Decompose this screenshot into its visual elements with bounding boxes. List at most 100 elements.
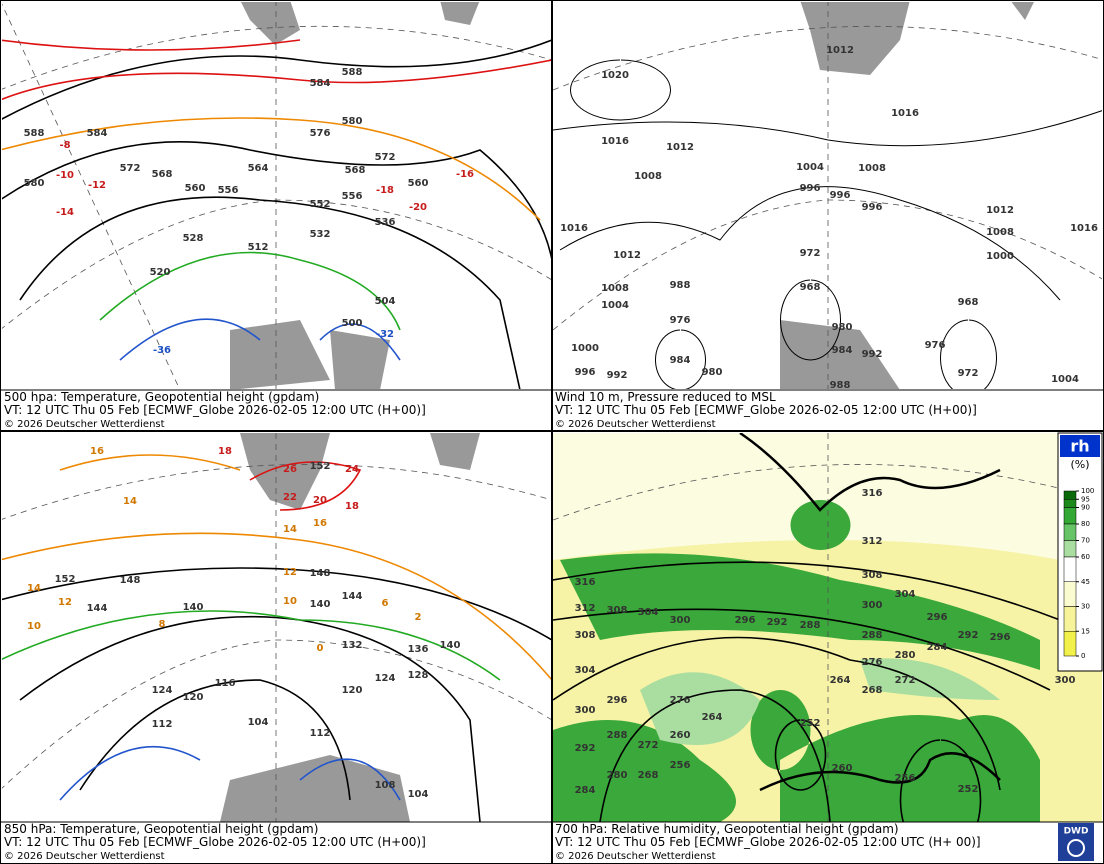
contour-label: 584 — [310, 78, 331, 89]
contour-label: 504 — [375, 296, 396, 307]
contour-label: 304 — [575, 665, 596, 676]
caption-line: 500 hpa: Temperature, Geopotential heigh… — [4, 390, 319, 404]
legend-title: rh — [1070, 437, 1089, 456]
contour-label: 1016 — [560, 223, 588, 234]
contour-label: 18 — [218, 446, 232, 457]
legend-title-box — [1060, 435, 1100, 457]
contour-label: 304 — [638, 607, 659, 618]
legend-swatch — [1063, 581, 1077, 607]
legend-swatch — [1063, 523, 1077, 541]
contour-label: 968 — [800, 282, 821, 293]
contour-label: 260 — [832, 763, 853, 774]
contour-label: 968 — [958, 297, 979, 308]
contour-label: 268 — [638, 770, 659, 781]
contour-label: 152 — [55, 574, 76, 585]
contour-label: 308 — [607, 605, 628, 616]
contour-label: 996 — [830, 190, 851, 201]
logo-text: DWD — [1064, 827, 1089, 837]
contour-label: 980 — [702, 367, 723, 378]
contour-label: 26 — [283, 464, 297, 475]
contour-label: 1008 — [986, 227, 1014, 238]
contour-label: 120 — [183, 692, 204, 703]
caption-line: VT: 12 UTC Thu 05 Feb [ECMWF_Globe 2026-… — [555, 835, 981, 849]
contour-label: 580 — [24, 178, 45, 189]
contour-label: 104 — [408, 789, 429, 800]
contour-label: 292 — [575, 743, 596, 754]
contour-label: 316 — [575, 577, 596, 588]
legend-label: 95 — [1081, 495, 1090, 503]
contour-label: 292 — [958, 630, 979, 641]
contour-label: 140 — [183, 602, 204, 613]
contour-label: 312 — [575, 603, 596, 614]
contour-label: 552 — [310, 199, 331, 210]
contour-label: 976 — [925, 340, 946, 351]
contour-label: 312 — [862, 536, 883, 547]
contour-label: 1004 — [601, 300, 629, 311]
contour-label: 1012 — [826, 45, 854, 56]
contour-label: 1016 — [1070, 223, 1098, 234]
contour-label: -20 — [409, 202, 427, 213]
contour-label: 560 — [185, 183, 206, 194]
legend-label: 100 — [1081, 487, 1094, 495]
contour-label: 308 — [575, 630, 596, 641]
contour-label: 148 — [310, 568, 331, 579]
map-msl — [553, 2, 1102, 389]
contour-label: 556 — [218, 185, 239, 196]
contour-label: 992 — [607, 370, 628, 381]
contour-label: 16 — [90, 446, 104, 457]
contour-label: 272 — [638, 740, 659, 751]
contour-label: -18 — [376, 185, 394, 196]
caption-line: VT: 12 UTC Thu 05 Feb [ECMWF_Globe 2026-… — [4, 835, 426, 849]
legend-swatch — [1063, 631, 1077, 657]
caption-line: © 2026 Deutscher Wetterdienst — [555, 851, 716, 862]
contour-label: 144 — [87, 603, 108, 614]
contour-label: 116 — [215, 678, 236, 689]
contour-label: 980 — [832, 322, 853, 333]
legend-label: 60 — [1081, 553, 1090, 561]
contour-label: 272 — [895, 675, 916, 686]
contour-label: 152 — [310, 461, 331, 472]
contour-label: 14 — [27, 583, 41, 594]
contour-label: -14 — [56, 207, 74, 218]
contour-label: 984 — [832, 345, 853, 356]
contour-label: 288 — [862, 630, 883, 641]
contour-label: -32 — [376, 329, 394, 340]
contour-label: 252 — [800, 718, 821, 729]
contour-label: 576 — [310, 128, 331, 139]
contour-label: 296 — [927, 612, 948, 623]
contour-label: 572 — [375, 152, 396, 163]
contour-label: 584 — [87, 128, 108, 139]
contour-label: 136 — [408, 644, 429, 655]
contour-label: 12 — [58, 597, 72, 608]
contour-label: 10 — [283, 596, 297, 607]
contour-label: 128 — [408, 670, 429, 681]
contour-label: 12 — [283, 567, 297, 578]
contour-label: 512 — [248, 242, 269, 253]
contour-label: 284 — [927, 642, 948, 653]
contour-label: 24 — [345, 464, 359, 475]
legend-label: 45 — [1081, 578, 1090, 586]
contour-label: 1008 — [601, 283, 629, 294]
caption-line: VT: 12 UTC Thu 05 Feb [ECMWF_Globe 2026-… — [555, 403, 977, 417]
contour-label: 1016 — [891, 108, 919, 119]
contour-label: 288 — [800, 620, 821, 631]
contour-label: 124 — [152, 685, 173, 696]
caption-line: © 2026 Deutscher Wetterdienst — [555, 419, 716, 430]
contour-label: 984 — [670, 355, 691, 366]
contour-label: 10 — [27, 621, 41, 632]
contour-label: 1004 — [796, 162, 824, 173]
contour-label: -16 — [456, 169, 474, 180]
legend-swatch — [1063, 606, 1077, 632]
contour-label: 588 — [342, 67, 363, 78]
contour-label: 556 — [342, 191, 363, 202]
contour-label: 560 — [408, 178, 429, 189]
contour-label: 1012 — [666, 142, 694, 153]
contour-label: 276 — [862, 657, 883, 668]
contour-label: 528 — [183, 233, 204, 244]
contour-label: 500 — [342, 318, 363, 329]
contour-label: 296 — [990, 632, 1011, 643]
contour-label: 996 — [575, 367, 596, 378]
contour-label: 1012 — [986, 205, 1014, 216]
contour-label: 532 — [310, 229, 331, 240]
